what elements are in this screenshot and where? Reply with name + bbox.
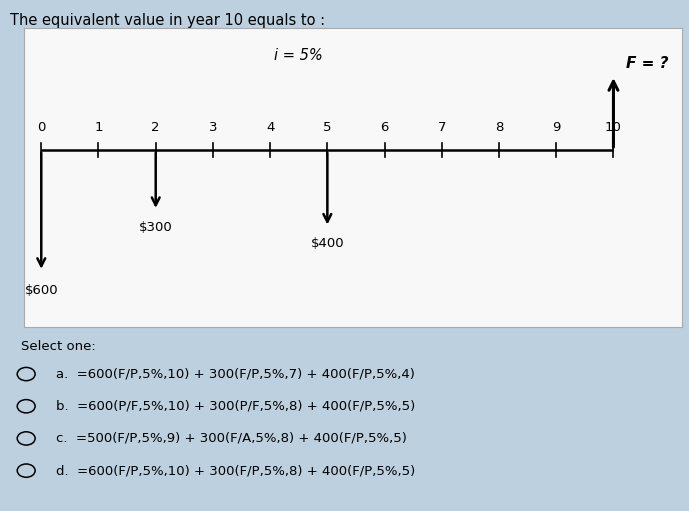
Text: $400: $400 [311, 237, 344, 250]
Text: F = ?: F = ? [626, 56, 668, 71]
Text: 9: 9 [552, 122, 560, 134]
Text: 2: 2 [152, 122, 160, 134]
Text: 3: 3 [209, 122, 217, 134]
Text: $600: $600 [25, 284, 58, 297]
Text: i = 5%: i = 5% [274, 48, 323, 63]
Text: a.  =600(F/P,5%,10) + 300(F/P,5%,7) + 400(F/P,5%,4): a. =600(F/P,5%,10) + 300(F/P,5%,7) + 400… [56, 367, 415, 381]
Text: b.  =600(P/F,5%,10) + 300(P/F,5%,8) + 400(F/P,5%,5): b. =600(P/F,5%,10) + 300(P/F,5%,8) + 400… [56, 400, 415, 413]
Text: 8: 8 [495, 122, 503, 134]
Text: 1: 1 [94, 122, 103, 134]
Text: c.  =500(F/P,5%,9) + 300(F/A,5%,8) + 400(F/P,5%,5): c. =500(F/P,5%,9) + 300(F/A,5%,8) + 400(… [56, 432, 407, 445]
Text: $300: $300 [139, 221, 172, 234]
Text: The equivalent value in year 10 equals to :: The equivalent value in year 10 equals t… [10, 13, 325, 28]
Text: 10: 10 [605, 122, 622, 134]
Text: 4: 4 [266, 122, 274, 134]
Text: 0: 0 [37, 122, 45, 134]
Text: 6: 6 [380, 122, 389, 134]
Text: 5: 5 [323, 122, 331, 134]
Text: 7: 7 [438, 122, 446, 134]
Text: Select one:: Select one: [21, 340, 95, 353]
Text: d.  =600(F/P,5%,10) + 300(F/P,5%,8) + 400(F/P,5%,5): d. =600(F/P,5%,10) + 300(F/P,5%,8) + 400… [56, 464, 415, 477]
